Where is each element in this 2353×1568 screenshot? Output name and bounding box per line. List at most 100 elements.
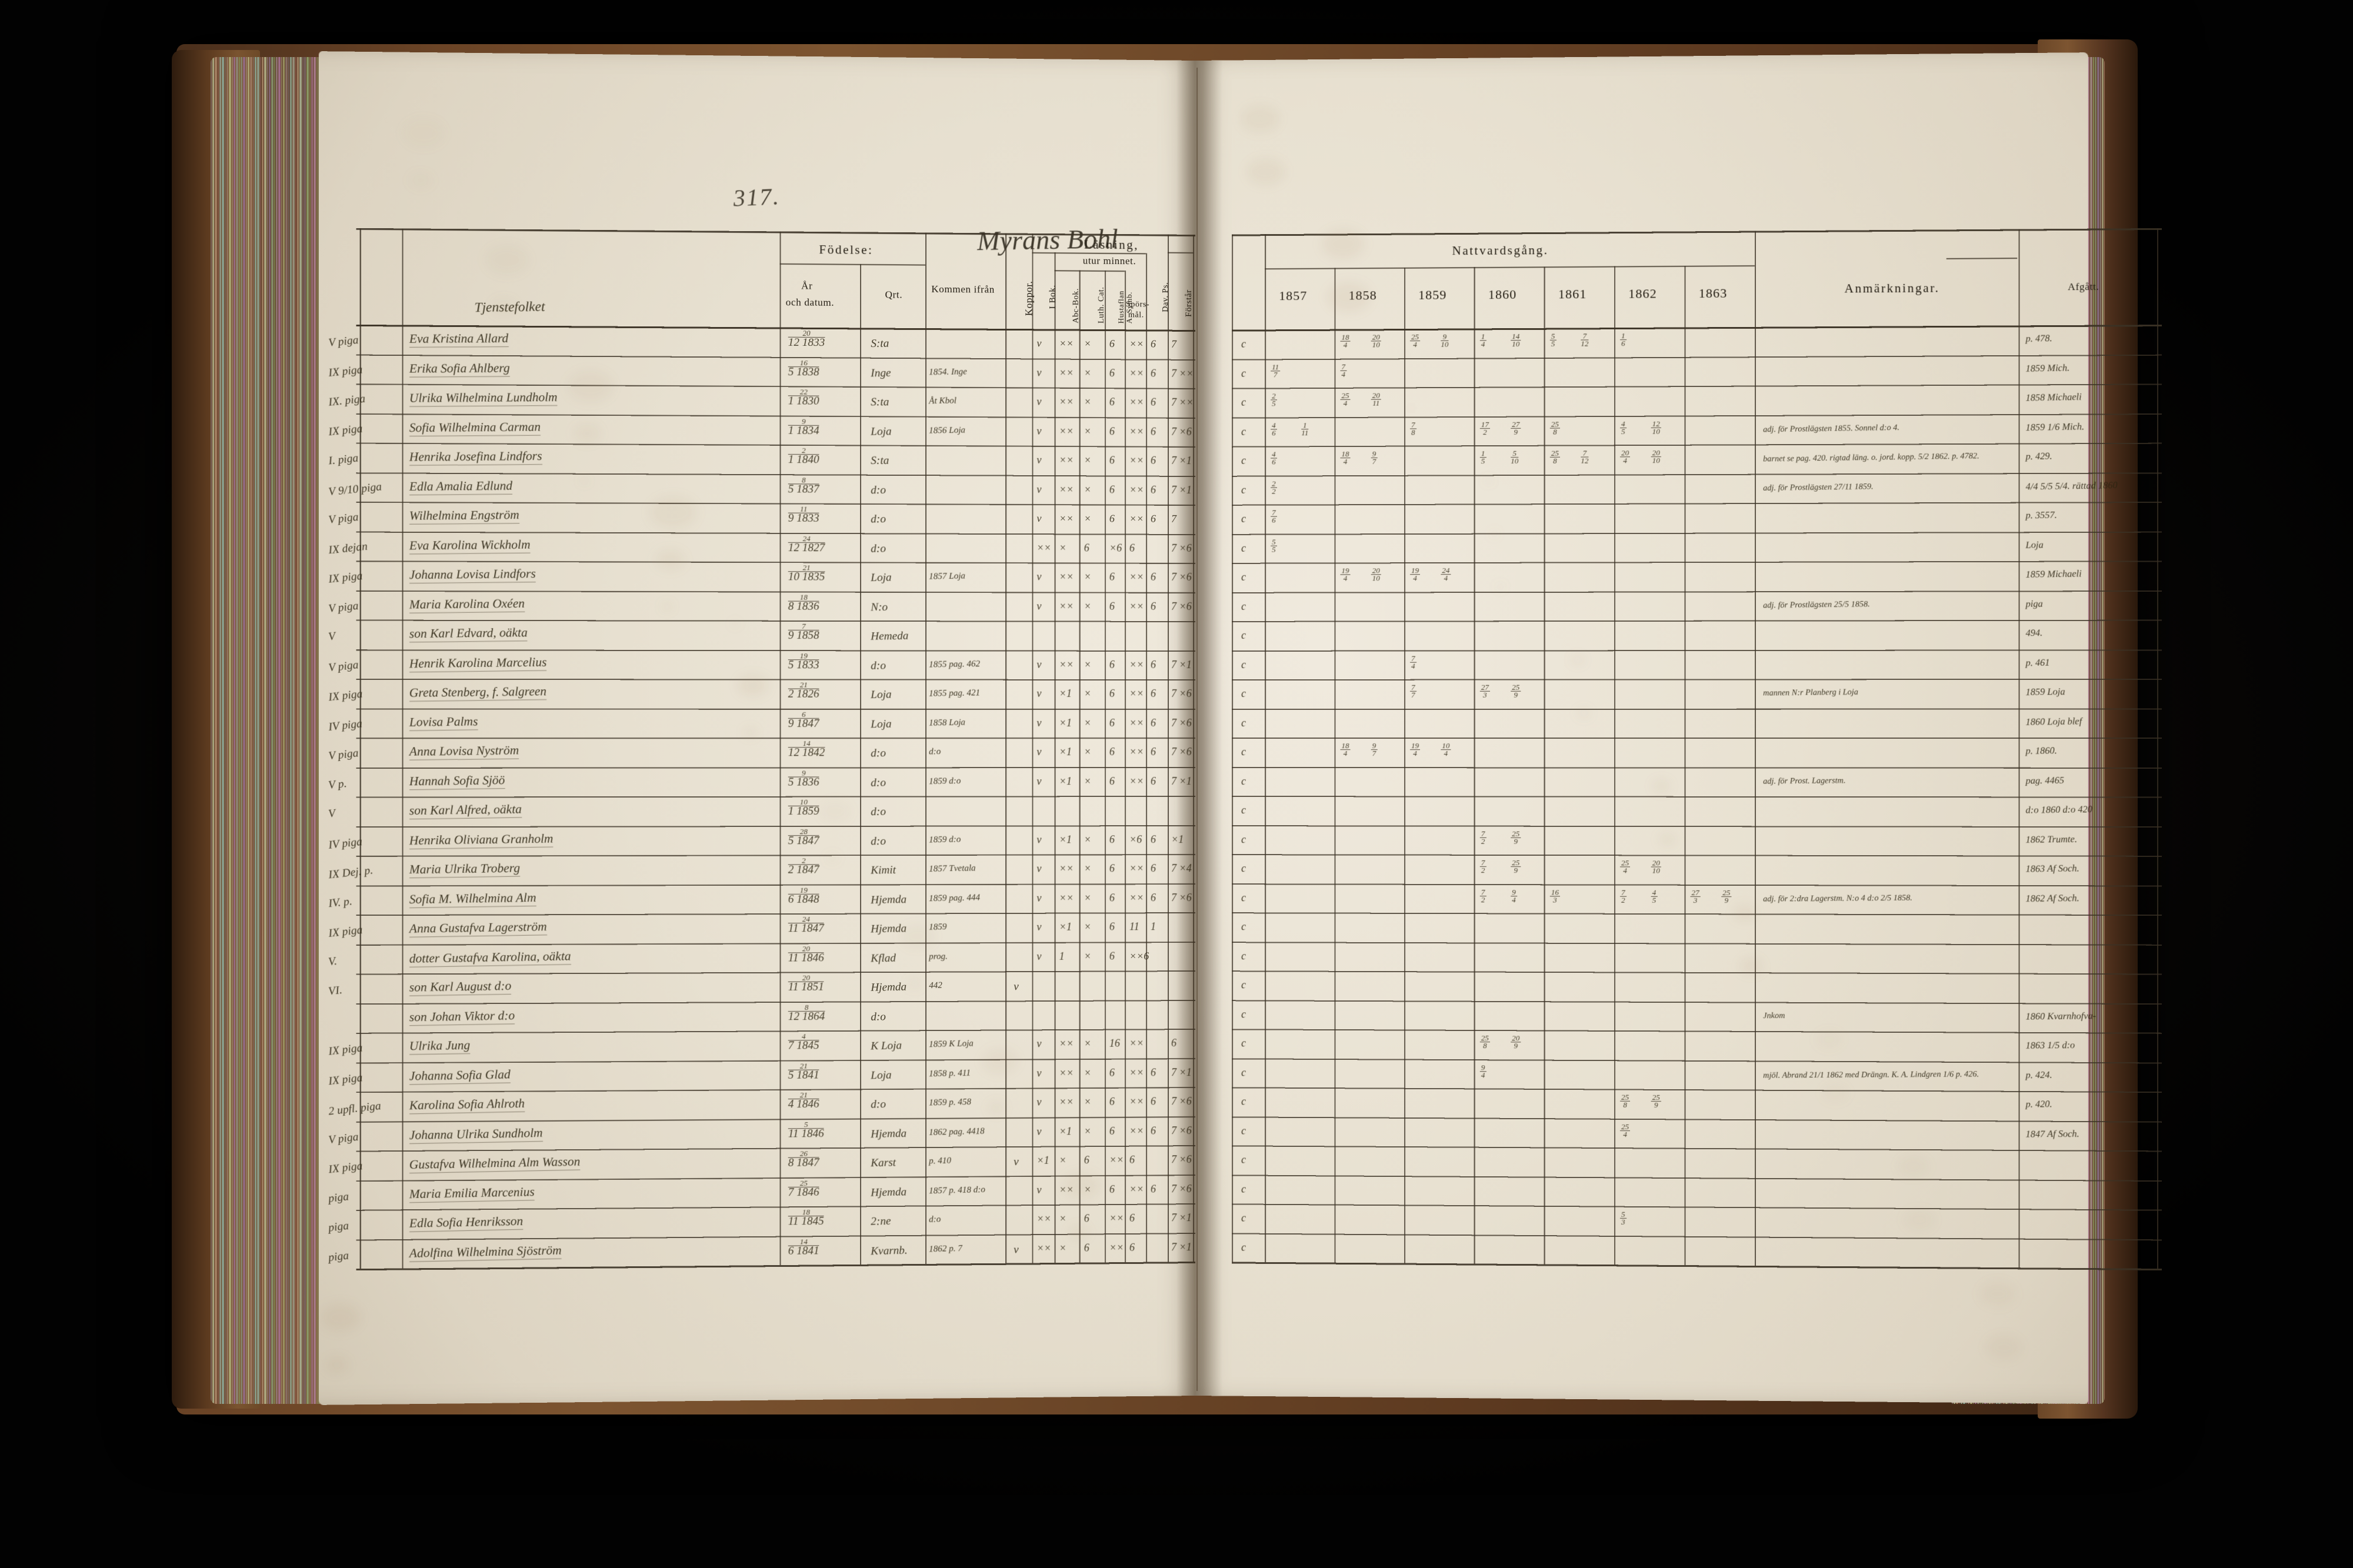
row-reading-mark: 6 bbox=[1150, 571, 1156, 583]
row-reading-mark: 6 bbox=[1150, 483, 1156, 496]
row-presence-tick: c bbox=[1241, 571, 1247, 583]
row-afgatt: 1859 Loja bbox=[2025, 686, 2065, 698]
row-birthdate: 14 12 1842 bbox=[788, 739, 825, 759]
row-reading-mark: 1 bbox=[1059, 950, 1065, 962]
row-reading-mark: 6 bbox=[1150, 891, 1156, 903]
row-reading-mark: 6 bbox=[1150, 1095, 1156, 1107]
row-reading-mark: × bbox=[1059, 1212, 1066, 1225]
row-reading-mark: v bbox=[1036, 658, 1042, 670]
row-reading-mark: × bbox=[1084, 454, 1091, 466]
row-reading-mark: × bbox=[1084, 920, 1091, 933]
row-reading-mark: v bbox=[1036, 862, 1042, 875]
row-reading-mark: ×1 bbox=[1059, 716, 1072, 729]
row-name: son Karl Edvard, oäkta bbox=[409, 625, 528, 643]
row-reading-mark: × bbox=[1084, 687, 1091, 699]
row-reading-mark: 6 bbox=[1109, 366, 1115, 379]
row-afgatt: p. 1860. bbox=[2025, 745, 2057, 756]
table-rule-horizontal bbox=[1232, 354, 2162, 361]
row-reading-mark: × bbox=[1084, 425, 1091, 437]
row-afgatt: p. 429. bbox=[2025, 451, 2052, 462]
row-birthdate: 20 11 1851 bbox=[788, 973, 824, 994]
row-reading-mark: ×6 bbox=[1109, 542, 1122, 554]
row-reading-mark: v bbox=[1036, 1037, 1042, 1050]
row-kommen-ifran: 1862 pag. 4418 bbox=[929, 1126, 985, 1137]
row-reading-mark: 6 bbox=[1129, 1153, 1135, 1166]
row-reading-mark: v bbox=[1036, 716, 1042, 729]
row-reading-mark: ×× bbox=[1109, 1212, 1124, 1225]
row-reading-mark: ×× bbox=[1129, 512, 1144, 525]
row-rank: IX piga bbox=[328, 688, 364, 704]
row-communion-date: 25 8 bbox=[1620, 1093, 1631, 1109]
row-reading-mark: 1 bbox=[1150, 920, 1156, 933]
row-birthdate: 18 11 1845 bbox=[788, 1207, 824, 1228]
row-afgatt: p. 461 bbox=[2025, 657, 2050, 668]
table-rule-horizontal bbox=[1232, 501, 2162, 506]
row-kommen-ifran: 1856 Loja bbox=[929, 425, 966, 435]
table-rule-horizontal bbox=[1232, 1116, 2162, 1123]
row-reading-mark: 16 bbox=[1109, 1037, 1120, 1049]
right-page: Nattvardsgång. Anmärkningar. Afgått. 1857 18… bbox=[1195, 52, 2162, 1404]
row-anmarkningar: adj. för Prostlägsten 1855. Sonnel d:o 4… bbox=[1763, 423, 1900, 434]
table-rule-horizontal bbox=[356, 825, 1220, 828]
row-reading-mark: ×× bbox=[1129, 366, 1144, 379]
row-birthdate: 21 4 1846 bbox=[788, 1090, 819, 1111]
column-header-year-1857: 1857 bbox=[1279, 288, 1308, 303]
row-rank: V piga bbox=[328, 511, 359, 526]
row-reading-mark: ×× bbox=[1059, 600, 1074, 612]
row-birthdate: 21 10 1835 bbox=[788, 563, 825, 583]
row-name: Adolfina Wilhelmina Sjöström bbox=[409, 1242, 562, 1262]
row-reading-mark: 6 bbox=[1084, 541, 1089, 553]
table-rule-horizontal bbox=[1054, 270, 1125, 272]
row-presence-tick: c bbox=[1241, 1007, 1247, 1020]
row-name: Anna Gustafva Lagerström bbox=[409, 919, 547, 938]
row-presence-tick: c bbox=[1241, 542, 1247, 554]
row-kommen-ifran: 1855 pag. 421 bbox=[929, 688, 981, 699]
row-reading-mark: 6 bbox=[1150, 687, 1156, 699]
row-rank: IX piga bbox=[328, 1042, 364, 1058]
row-qrt: S:ta bbox=[871, 395, 889, 409]
row-communion-date: 14 10 bbox=[1511, 332, 1521, 349]
row-afgatt: Loja bbox=[2025, 539, 2044, 551]
row-afgatt: 1859 1/6 Mich. bbox=[2025, 421, 2085, 433]
row-reading-mark: ×× bbox=[1059, 658, 1074, 670]
row-reading-mark: 6 bbox=[1109, 862, 1115, 875]
row-afgatt: p. 420. bbox=[2025, 1099, 2052, 1110]
row-kommen-ifran: 1854. Inge bbox=[929, 366, 967, 377]
row-communion-date: 25 4 bbox=[1340, 391, 1351, 408]
row-qrt: d:o bbox=[871, 1010, 886, 1023]
row-reading-mark: ×× bbox=[1059, 337, 1074, 349]
table-rule-horizontal bbox=[1232, 825, 2162, 828]
row-qrt: Inge bbox=[871, 366, 891, 379]
row-reading-mark: ×× bbox=[1129, 338, 1144, 350]
row-qrt: Hjemda bbox=[871, 893, 907, 906]
row-koppor: v bbox=[1014, 980, 1019, 993]
row-reading-mark: 6 bbox=[1109, 775, 1115, 787]
row-afgatt: 1847 Af Soch. bbox=[2025, 1129, 2079, 1139]
row-reading-mark: ×1 bbox=[1059, 746, 1072, 758]
row-reading-mark: ×× bbox=[1129, 775, 1144, 787]
row-reading-mark: × bbox=[1084, 337, 1091, 349]
row-reading-mark: 6 bbox=[1150, 862, 1156, 875]
row-name: Henrika Josefina Lindfors bbox=[409, 448, 542, 466]
row-reading-mark: ××6 bbox=[1129, 949, 1149, 962]
row-afgatt: 1862 Af Soch. bbox=[2025, 893, 2079, 904]
row-communion-date: 25 9 bbox=[1721, 888, 1732, 905]
row-reading-mark: ×× bbox=[1059, 512, 1074, 525]
group-header-fodelse: Födelse: bbox=[819, 242, 874, 257]
row-communion-date: 25 4 bbox=[1409, 332, 1421, 349]
row-reading-mark: ×× bbox=[1129, 1066, 1144, 1079]
row-qrt: Kflad bbox=[871, 951, 896, 965]
left-table: Födelse: År och datum. Qrt. Kommen ifrån Kopp… bbox=[319, 51, 1220, 1405]
row-qrt: d:o bbox=[871, 542, 886, 555]
row-communion-date: 27 3 bbox=[1479, 683, 1490, 699]
row-communion-date: 20 4 bbox=[1620, 448, 1631, 465]
row-birthdate: 18 8 1836 bbox=[788, 592, 819, 613]
row-reading-mark: × bbox=[1084, 571, 1091, 583]
row-presence-tick: c bbox=[1241, 367, 1247, 379]
row-rank: IX piga bbox=[328, 569, 364, 586]
